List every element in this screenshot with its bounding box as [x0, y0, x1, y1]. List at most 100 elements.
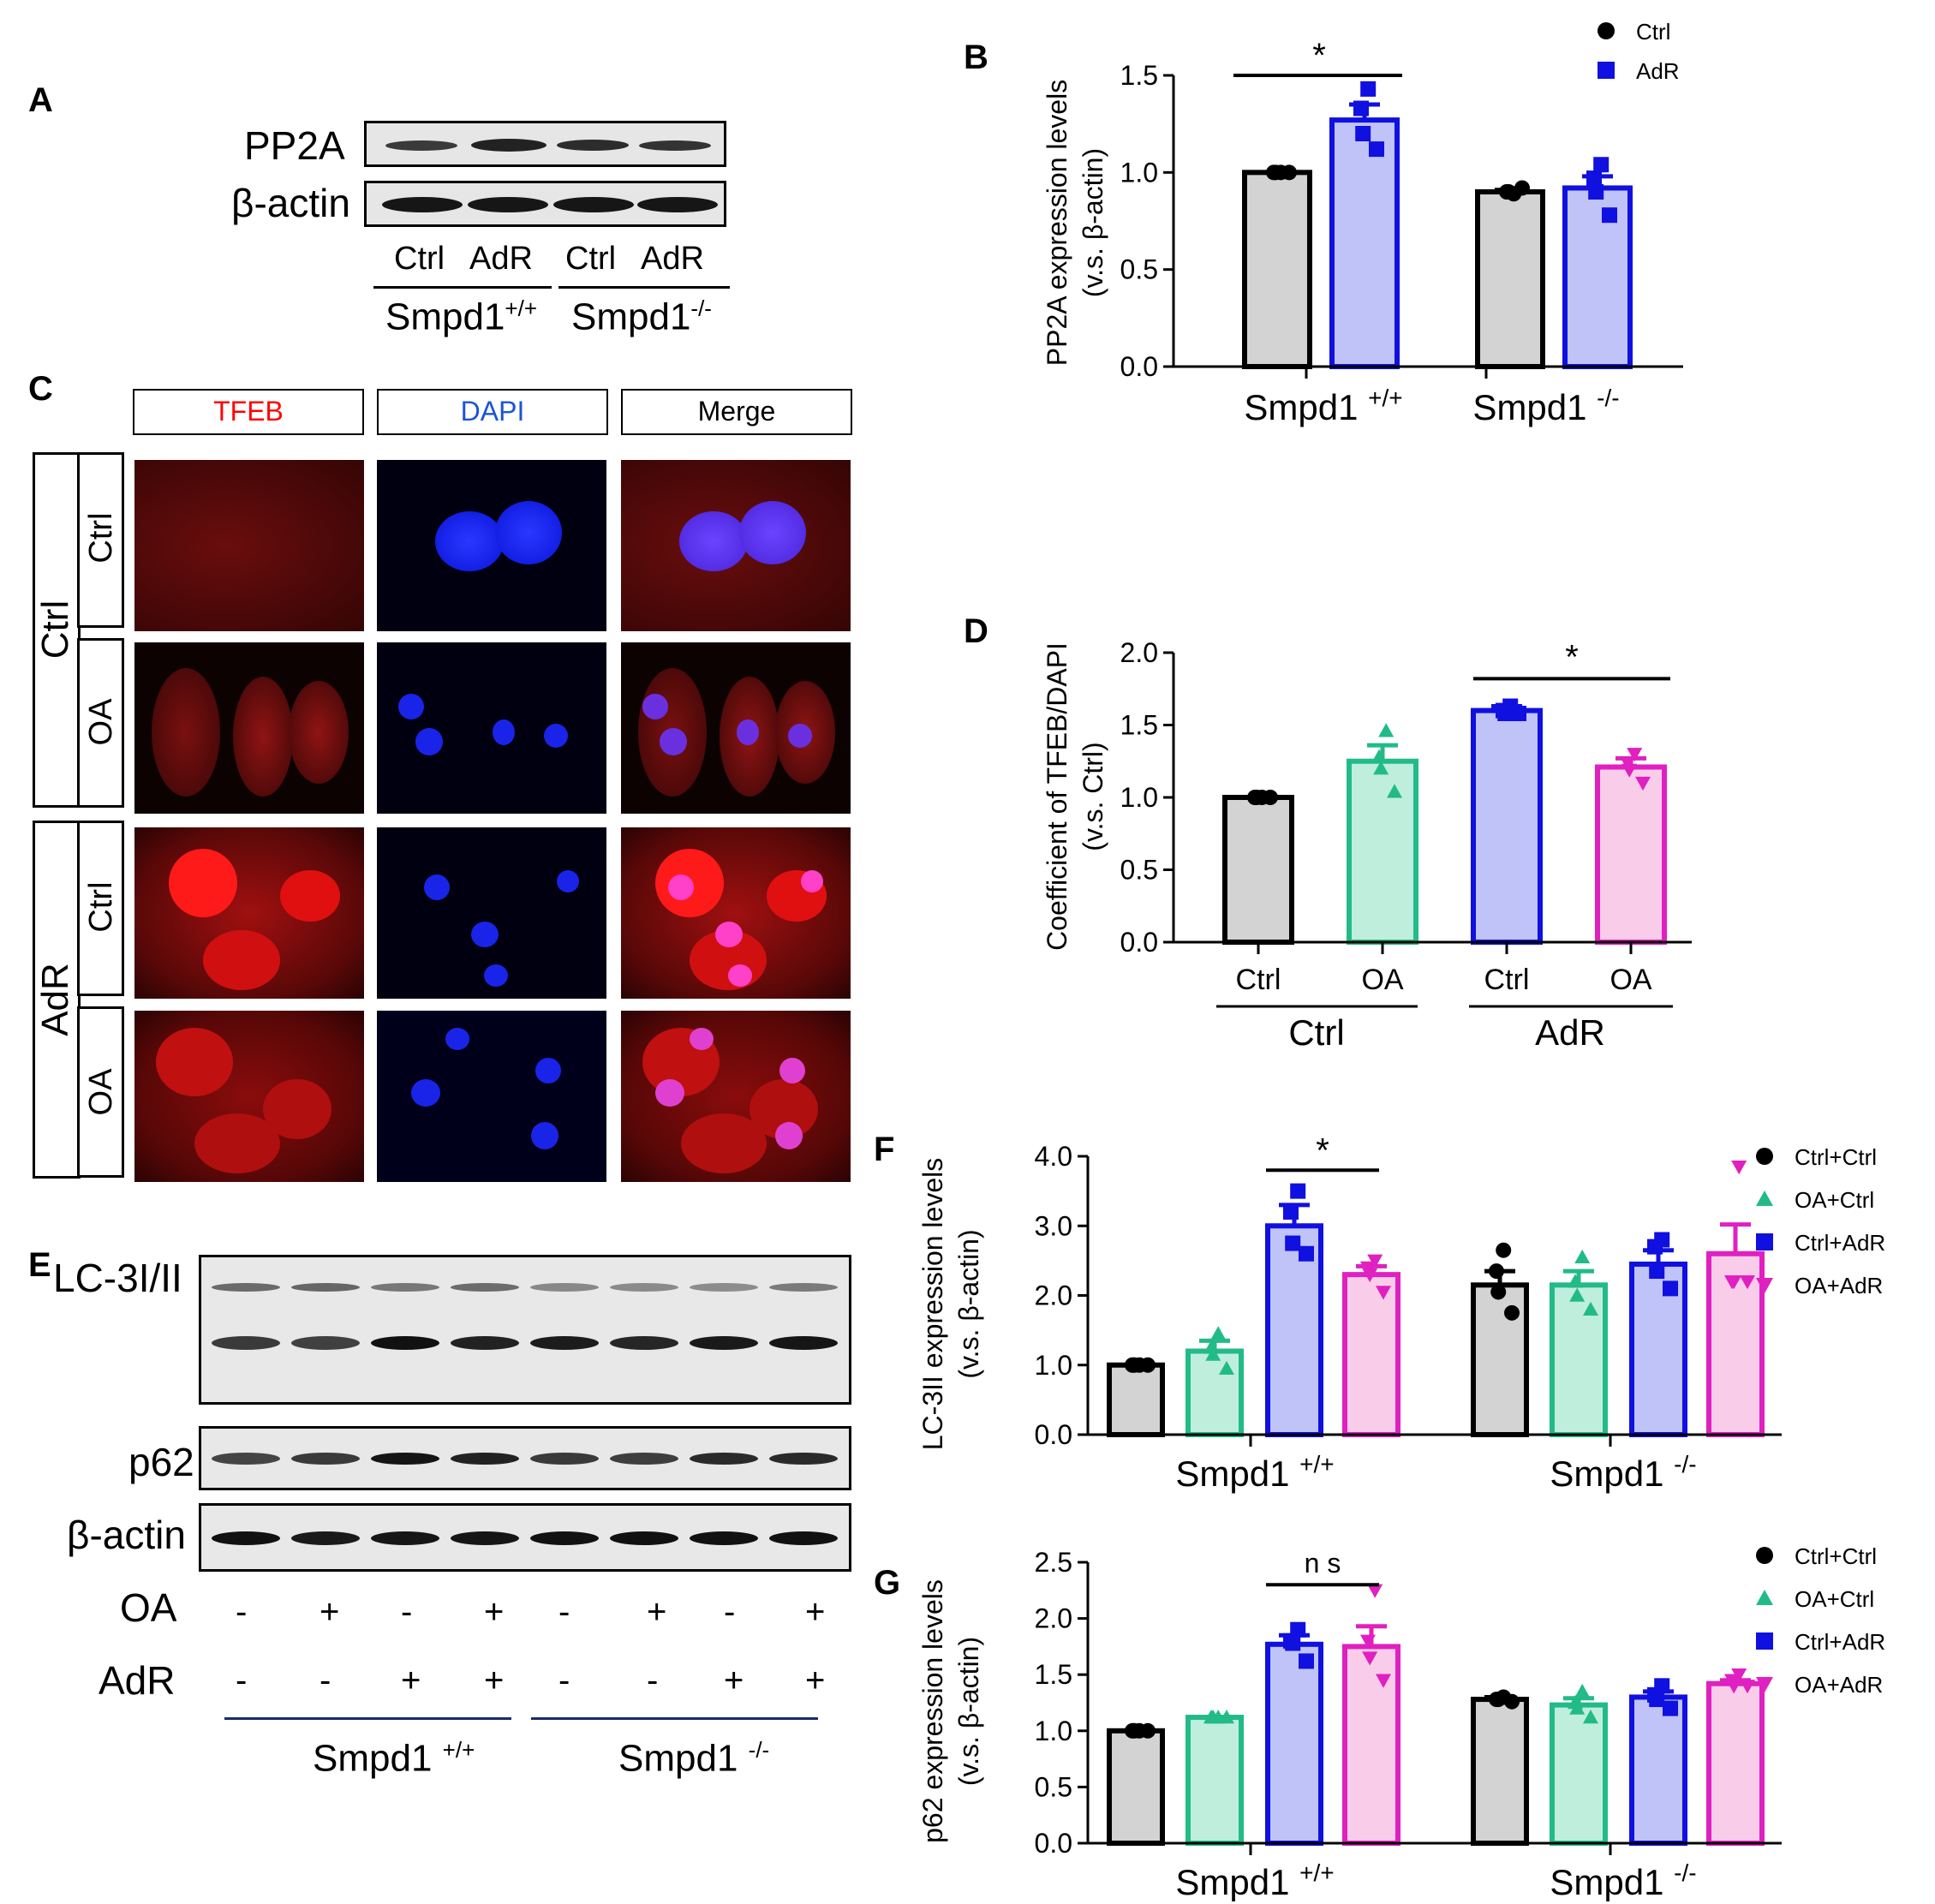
panel-label-b: B	[964, 39, 988, 76]
legend-label: Ctrl+AdR	[1795, 1629, 1885, 1655]
data-point	[1263, 790, 1278, 805]
data-point	[1140, 1722, 1156, 1739]
data-point	[1731, 1160, 1747, 1175]
y-axis-label: Coefficient of TFEB/DAPI	[1042, 642, 1072, 951]
blot-band	[769, 1531, 838, 1545]
data-point	[1569, 1287, 1586, 1302]
blot-beta-actin-a	[364, 181, 726, 227]
blot-band	[212, 1531, 280, 1545]
data-point	[1635, 776, 1651, 791]
data-point	[1360, 1261, 1376, 1275]
group-label-adr: AdR	[34, 963, 76, 1036]
legend-label: Ctrl+Ctrl	[1795, 1144, 1877, 1170]
data-point	[1355, 126, 1371, 141]
panel-label-c: C	[28, 370, 53, 408]
treatment-sign: -	[236, 1662, 248, 1699]
group-label-smpd1-ko-e: Smpd1 -/-	[618, 1737, 770, 1780]
lane-label: AdR	[469, 241, 533, 277]
group-label-smpd1-ko: Smpd1-/-	[571, 295, 712, 338]
y-tick-label: 0.5	[1120, 254, 1158, 285]
data-point	[1574, 1249, 1591, 1264]
data-point	[1367, 1584, 1383, 1598]
data-point	[1219, 1360, 1234, 1376]
data-point	[1514, 180, 1530, 196]
y-tick-label: 3.0	[1035, 1210, 1072, 1241]
bar	[1342, 1272, 1400, 1437]
x-group-label: Smpd1 -/-	[1472, 385, 1619, 427]
chart-g: 0.0 0.5 1.0 1.5 2.0 2.5 p62 expression levels(…	[917, 1543, 1885, 1901]
blot-band	[371, 1283, 439, 1292]
y-axis-label: (v.s. β-actin)	[1078, 148, 1108, 297]
micrograph-merge-ctrl-ctrl	[621, 460, 851, 631]
treatment-sign: -	[236, 1593, 248, 1631]
data-point	[1504, 1693, 1520, 1710]
y-tick-label: 2.5	[1035, 1547, 1072, 1578]
row-label: OA	[83, 698, 119, 746]
micrograph-tfeb-ctrl-oa	[134, 642, 364, 814]
data-point	[1360, 1634, 1376, 1649]
group-underline	[531, 1717, 818, 1720]
bar	[1595, 764, 1667, 945]
data-point	[1369, 141, 1384, 158]
blot-band	[291, 1336, 360, 1350]
group-frame-ctrl	[33, 452, 81, 808]
y-tick-label: 0.0	[1035, 1828, 1072, 1859]
micrograph-dapi-ctrl-ctrl	[377, 460, 606, 631]
blot-band	[610, 1453, 678, 1465]
blot-band	[291, 1453, 360, 1465]
blot-label-p62: p62	[128, 1440, 194, 1484]
data-point	[1378, 723, 1395, 737]
bar	[1222, 795, 1294, 945]
micrograph-dapi-ctrl-oa	[377, 642, 606, 814]
chart-b: 0.0 0.5 1.0 1.5 PP2A expression levels (v.s. …	[1042, 19, 1683, 427]
x-group-label: Ctrl	[1288, 1012, 1344, 1053]
row-frame	[77, 821, 124, 996]
data-point	[1583, 1710, 1598, 1724]
data-point	[1593, 157, 1610, 173]
y-axis-label: LC-3II expression levels	[917, 1158, 948, 1450]
treatment-sign: +	[805, 1593, 826, 1631]
data-point	[1504, 1304, 1520, 1321]
significance-label: *	[1316, 1131, 1329, 1169]
data-point	[1569, 1700, 1586, 1715]
data-point	[1511, 705, 1526, 721]
bar	[1185, 1348, 1244, 1437]
blot-band	[610, 1283, 678, 1292]
significance-label: *	[1312, 37, 1326, 75]
group-frame-adr	[33, 821, 81, 1179]
panel-label-d: D	[964, 612, 988, 650]
row-label: Ctrl	[83, 881, 119, 933]
data-point	[1726, 1680, 1742, 1694]
data-point	[1219, 1710, 1234, 1724]
data-point	[1756, 1233, 1773, 1250]
blot-band	[530, 1453, 599, 1465]
treatment-sign: +	[647, 1593, 667, 1631]
y-tick-label: 1.0	[1120, 782, 1158, 813]
data-point	[1290, 1183, 1306, 1199]
blot-band	[212, 1453, 280, 1465]
bar	[1550, 1282, 1608, 1437]
blot-band	[291, 1283, 360, 1292]
data-point	[1627, 748, 1643, 762]
blot-band	[371, 1453, 439, 1465]
blot-band	[769, 1283, 838, 1292]
blot-band	[690, 1336, 758, 1350]
row-frame	[77, 638, 124, 808]
micrograph-tfeb-adr-oa	[134, 1011, 364, 1182]
data-point	[1568, 1274, 1583, 1288]
y-tick-label: 4.0	[1035, 1141, 1072, 1172]
blot-band	[690, 1283, 758, 1292]
data-point	[1583, 1301, 1598, 1316]
data-point	[1362, 1268, 1378, 1283]
y-tick-label: 1.0	[1120, 157, 1158, 188]
x-group-label: Smpd1 +/+	[1175, 1859, 1334, 1901]
y-tick-label: 0.0	[1120, 351, 1158, 382]
legend-label: Ctrl+AdR	[1795, 1230, 1885, 1256]
data-point	[1663, 1700, 1678, 1716]
data-point	[1268, 164, 1284, 181]
y-tick-label: 1.0	[1035, 1716, 1072, 1746]
bar	[1107, 1728, 1165, 1846]
lane-label: AdR	[641, 241, 704, 277]
data-point	[1126, 1357, 1143, 1373]
treatment-sign: -	[401, 1593, 413, 1631]
